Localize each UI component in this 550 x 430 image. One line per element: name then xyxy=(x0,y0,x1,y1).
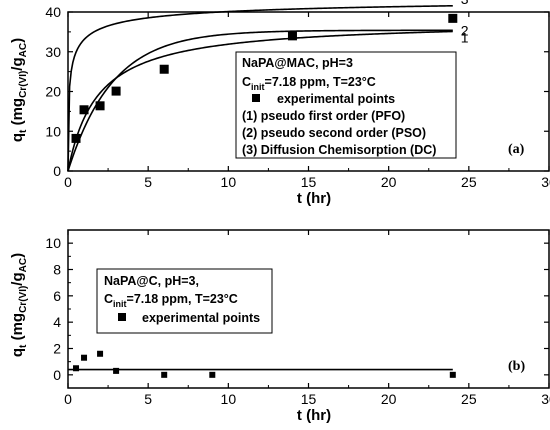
experimental-point xyxy=(111,86,121,96)
y-tick-label: 0 xyxy=(53,367,61,383)
y-tick-label: 8 xyxy=(53,262,61,278)
x-tick-label: 30 xyxy=(541,174,550,190)
panel-a-legend-entry-pso: (2) pseudo second order (PSO) xyxy=(242,126,426,140)
x-tick-label: 10 xyxy=(221,391,237,407)
y-tick-label: 30 xyxy=(45,44,61,60)
fit-curve-dc xyxy=(67,4,453,172)
panel-a: 0 5 10 15 20 25 30 0 10 20 30 40 12 3 NaPA@MAC, pH=3… xyxy=(9,0,550,207)
panel-b-legend-box xyxy=(96,268,273,334)
panel-b-x-axis-title: t (hr) xyxy=(297,407,331,424)
y-tick-label: 10 xyxy=(45,123,61,139)
panel-b: 0 5 10 15 20 25 30 0 2 4 6 8 10 NaPA@C, pH=3, Cinit=… xyxy=(9,229,550,424)
experimental-point xyxy=(97,350,104,357)
curve-label-2: 2 xyxy=(461,22,469,38)
experimental-point xyxy=(159,64,169,74)
x-tick-label: 20 xyxy=(381,174,397,190)
y-tick-label: 40 xyxy=(45,4,61,20)
x-tick-label: 15 xyxy=(301,391,317,407)
fit-curve-pfo xyxy=(67,29,453,172)
x-tick-label: 0 xyxy=(64,174,72,190)
panel-a-legend-entry-points: experimental points xyxy=(277,92,395,106)
panel-a-legend-entry-pfo: (1) pseudo first order (PFO) xyxy=(242,109,405,123)
panel-b-tag: (b) xyxy=(508,359,525,374)
experimental-point xyxy=(449,371,456,378)
panel-a-fit-curves xyxy=(67,4,453,172)
panel-a-legend-box xyxy=(235,51,457,159)
experimental-point xyxy=(209,371,216,378)
panel-b-legend-marker xyxy=(118,313,126,321)
panel-a-legend-entry-dc: (3) Diffusion Chemisorption (DC) xyxy=(242,143,436,157)
panel-a-legend-marker xyxy=(252,94,260,102)
x-tick-label: 10 xyxy=(221,174,237,190)
x-tick-label: 25 xyxy=(461,174,477,190)
experimental-point xyxy=(161,371,168,378)
y-tick-label: 0 xyxy=(53,163,61,179)
experimental-point xyxy=(113,367,120,374)
x-tick-label: 0 xyxy=(64,391,72,407)
panel-a-legend-title: NaPA@MAC, pH=3 xyxy=(242,56,353,70)
curve-label-1: 1 xyxy=(461,29,469,45)
x-tick-label: 5 xyxy=(144,174,152,190)
y-tick-label: 20 xyxy=(45,84,61,100)
panel-a-y-axis-title: qt (mgCr(VI)/gAC) xyxy=(9,38,29,142)
panel-a-x-axis-title: t (hr) xyxy=(297,190,331,207)
experimental-point xyxy=(81,354,88,361)
curve-label-3: 3 xyxy=(461,0,469,7)
experimental-point xyxy=(287,31,297,41)
x-tick-label: 20 xyxy=(381,391,397,407)
panel-b-y-axis-title: qt (mgCr(VI)/gAC) xyxy=(9,253,29,357)
panel-b-legend-conditions: Cinit=7.18 ppm, T=23°C xyxy=(104,292,238,309)
panel-b-experimental-points xyxy=(73,350,456,378)
x-tick-label: 25 xyxy=(461,391,477,407)
experimental-point xyxy=(71,133,81,143)
panel-b-ticks: 0 5 10 15 20 25 30 0 2 4 6 8 10 xyxy=(45,230,550,407)
y-tick-label: 4 xyxy=(53,314,61,330)
y-tick-label: 2 xyxy=(53,341,61,357)
panel-a-curve-labels: 12 3 xyxy=(461,0,469,45)
panel-a-tag: (a) xyxy=(508,142,525,157)
panel-a-experimental-points xyxy=(71,13,458,143)
x-tick-label: 15 xyxy=(301,174,317,190)
fit-curve-pso xyxy=(67,30,453,172)
experimental-point xyxy=(73,365,80,372)
experimental-point xyxy=(448,13,458,23)
panel-b-plot-frame xyxy=(67,229,550,389)
panel-b-legend-title: NaPA@C, pH=3, xyxy=(104,274,199,288)
x-tick-label: 30 xyxy=(541,391,550,407)
x-tick-label: 5 xyxy=(144,391,152,407)
experimental-point xyxy=(79,105,89,115)
y-tick-label: 6 xyxy=(53,288,61,304)
y-tick-label: 10 xyxy=(45,235,61,251)
panel-a-plot-frame xyxy=(67,11,550,172)
panel-b-legend-entry-points: experimental points xyxy=(142,311,260,325)
experimental-point xyxy=(95,101,105,111)
panel-a-legend-conditions: Cinit=7.18 ppm, T=23°C xyxy=(242,75,376,92)
